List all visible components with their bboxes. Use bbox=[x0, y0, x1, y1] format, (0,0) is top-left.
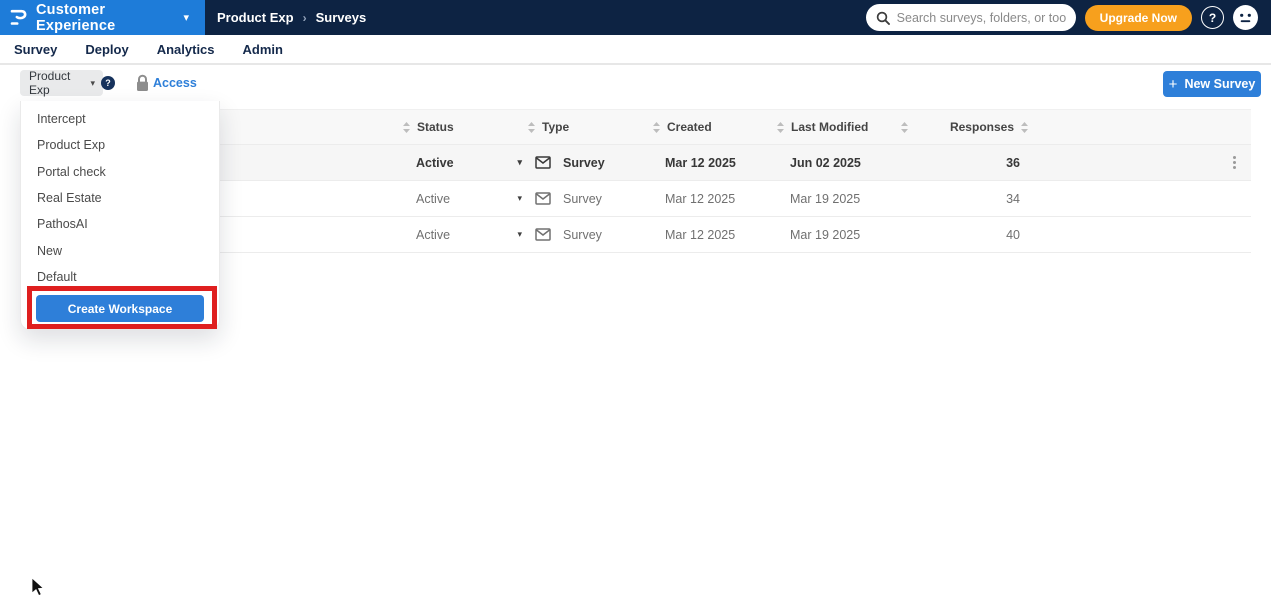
breadcrumb-separator-icon: › bbox=[302, 10, 307, 25]
cell-responses: 34 bbox=[1006, 191, 1020, 206]
sort-icon bbox=[403, 121, 410, 133]
sort-icon bbox=[777, 121, 784, 133]
cell-last-modified: Jun 02 2025 bbox=[790, 155, 861, 170]
status-value: Active bbox=[416, 227, 451, 242]
create-workspace-button[interactable]: Create Workspace bbox=[36, 295, 204, 322]
new-survey-button[interactable]: + New Survey bbox=[1163, 71, 1261, 97]
survey-table: Status Type Created Last Modified Respon… bbox=[20, 109, 1251, 253]
workspace-item-product-exp[interactable]: Product Exp bbox=[37, 138, 106, 153]
workspace-dropdown-menu: Intercept Product Exp Portal check Real … bbox=[20, 101, 220, 330]
row-menu-icon[interactable] bbox=[1230, 153, 1239, 172]
cell-created: Mar 12 2025 bbox=[665, 191, 736, 206]
header-status[interactable]: Status bbox=[403, 120, 528, 134]
question-mark-icon: ? bbox=[105, 78, 111, 88]
user-face-icon bbox=[1233, 5, 1258, 30]
table-row[interactable]: Active ▾ Survey Mar 12 2025 Mar 19 2025 … bbox=[20, 181, 1251, 217]
header-status-label: Status bbox=[417, 120, 454, 134]
type-value: Survey bbox=[563, 227, 602, 242]
sort-icon bbox=[653, 121, 660, 133]
cell-status: Active ▾ bbox=[403, 192, 528, 206]
workspace-item-default[interactable]: Default bbox=[37, 269, 77, 284]
cell-actions bbox=[1032, 153, 1251, 172]
status-dropdown-icon[interactable]: ▾ bbox=[517, 157, 522, 167]
header-last-modified[interactable]: Last Modified bbox=[777, 120, 901, 134]
type-value: Survey bbox=[563, 191, 602, 206]
cell-type: Survey bbox=[528, 156, 653, 170]
breadcrumb-item-surveys[interactable]: Surveys bbox=[315, 10, 367, 25]
envelope-icon bbox=[535, 228, 551, 241]
tab-deploy[interactable]: Deploy bbox=[85, 41, 129, 57]
breadcrumb: Product Exp › Surveys bbox=[217, 10, 366, 25]
avatar[interactable] bbox=[1233, 5, 1258, 30]
cell-last-modified: Mar 19 2025 bbox=[790, 227, 861, 242]
type-value: Survey bbox=[563, 155, 605, 170]
search-icon bbox=[876, 11, 890, 25]
status-value: Active bbox=[416, 191, 451, 206]
search-input[interactable] bbox=[896, 10, 1066, 25]
topbar-actions: Upgrade Now ? bbox=[865, 4, 1271, 31]
workspace-switcher-label: Customer Experience bbox=[36, 1, 116, 34]
header-last-modified-label: Last Modified bbox=[791, 120, 869, 134]
header-created-label: Created bbox=[667, 120, 712, 134]
question-mark-icon: ? bbox=[1208, 10, 1217, 25]
sort-icon bbox=[901, 121, 908, 133]
cell-type: Survey bbox=[528, 192, 653, 206]
workspace-item-portal-check[interactable]: Portal check bbox=[37, 164, 106, 179]
cell-type: Survey bbox=[528, 228, 653, 242]
chevron-down-icon: ▾ bbox=[90, 77, 95, 88]
main-nav: Survey Deploy Analytics Admin bbox=[0, 35, 1271, 65]
workspace-item-pathosai[interactable]: PathosAI bbox=[37, 217, 88, 232]
workspace-selector-label: Product Exp bbox=[29, 69, 71, 97]
envelope-icon bbox=[535, 192, 551, 205]
table-header-row: Status Type Created Last Modified Respon… bbox=[20, 109, 1251, 145]
status-dropdown-icon[interactable]: ▾ bbox=[517, 229, 522, 239]
workspace-help-button[interactable]: ? bbox=[101, 76, 115, 90]
header-responses[interactable]: Responses bbox=[901, 120, 1032, 134]
tab-analytics[interactable]: Analytics bbox=[156, 41, 215, 57]
chevron-down-icon: ▾ bbox=[183, 12, 189, 24]
access-link[interactable]: Access bbox=[153, 76, 197, 90]
cell-created: Mar 12 2025 bbox=[665, 155, 736, 170]
header-type-label: Type bbox=[542, 120, 570, 134]
cell-responses: 40 bbox=[1006, 227, 1020, 242]
global-search[interactable] bbox=[865, 4, 1076, 31]
cell-status: Active ▾ bbox=[403, 228, 528, 242]
help-button[interactable]: ? bbox=[1201, 6, 1224, 29]
header-created[interactable]: Created bbox=[653, 120, 777, 134]
workspace-item-new[interactable]: New bbox=[37, 243, 63, 258]
tab-admin[interactable]: Admin bbox=[242, 41, 283, 57]
workspace-switcher[interactable]: Customer Experience ▾ bbox=[0, 0, 205, 35]
cell-last-modified: Mar 19 2025 bbox=[790, 191, 861, 206]
status-dropdown-icon[interactable]: ▾ bbox=[517, 193, 522, 203]
workspace-item-intercept[interactable]: Intercept bbox=[37, 112, 86, 127]
workspace-item-real-estate[interactable]: Real Estate bbox=[37, 191, 102, 206]
top-bar: Customer Experience ▾ Product Exp › Surv… bbox=[0, 0, 1271, 35]
tab-survey[interactable]: Survey bbox=[14, 41, 58, 57]
workspace-selector[interactable]: Product Exp ▾ bbox=[20, 69, 103, 97]
envelope-icon bbox=[535, 156, 551, 169]
new-survey-label: New Survey bbox=[1184, 77, 1256, 91]
mouse-cursor-icon bbox=[31, 577, 45, 596]
app-logo-icon bbox=[10, 9, 27, 25]
breadcrumb-item-workspace[interactable]: Product Exp bbox=[217, 10, 294, 25]
sort-icon bbox=[1021, 121, 1028, 133]
cell-created: Mar 12 2025 bbox=[665, 227, 736, 242]
plus-icon: + bbox=[1168, 75, 1178, 93]
cell-responses: 36 bbox=[1006, 155, 1020, 170]
status-value: Active bbox=[416, 155, 454, 170]
table-row[interactable]: Active ▾ Survey Mar 12 2025 Jun 02 2025 … bbox=[20, 145, 1251, 181]
header-responses-label: Responses bbox=[949, 120, 1014, 134]
lock-icon bbox=[137, 74, 148, 91]
cell-status: Active ▾ bbox=[403, 156, 528, 170]
header-type[interactable]: Type bbox=[528, 120, 653, 134]
sort-icon bbox=[528, 121, 535, 133]
upgrade-now-button[interactable]: Upgrade Now bbox=[1084, 4, 1192, 31]
table-row[interactable]: Active ▾ Survey Mar 12 2025 Mar 19 2025 … bbox=[20, 217, 1251, 253]
